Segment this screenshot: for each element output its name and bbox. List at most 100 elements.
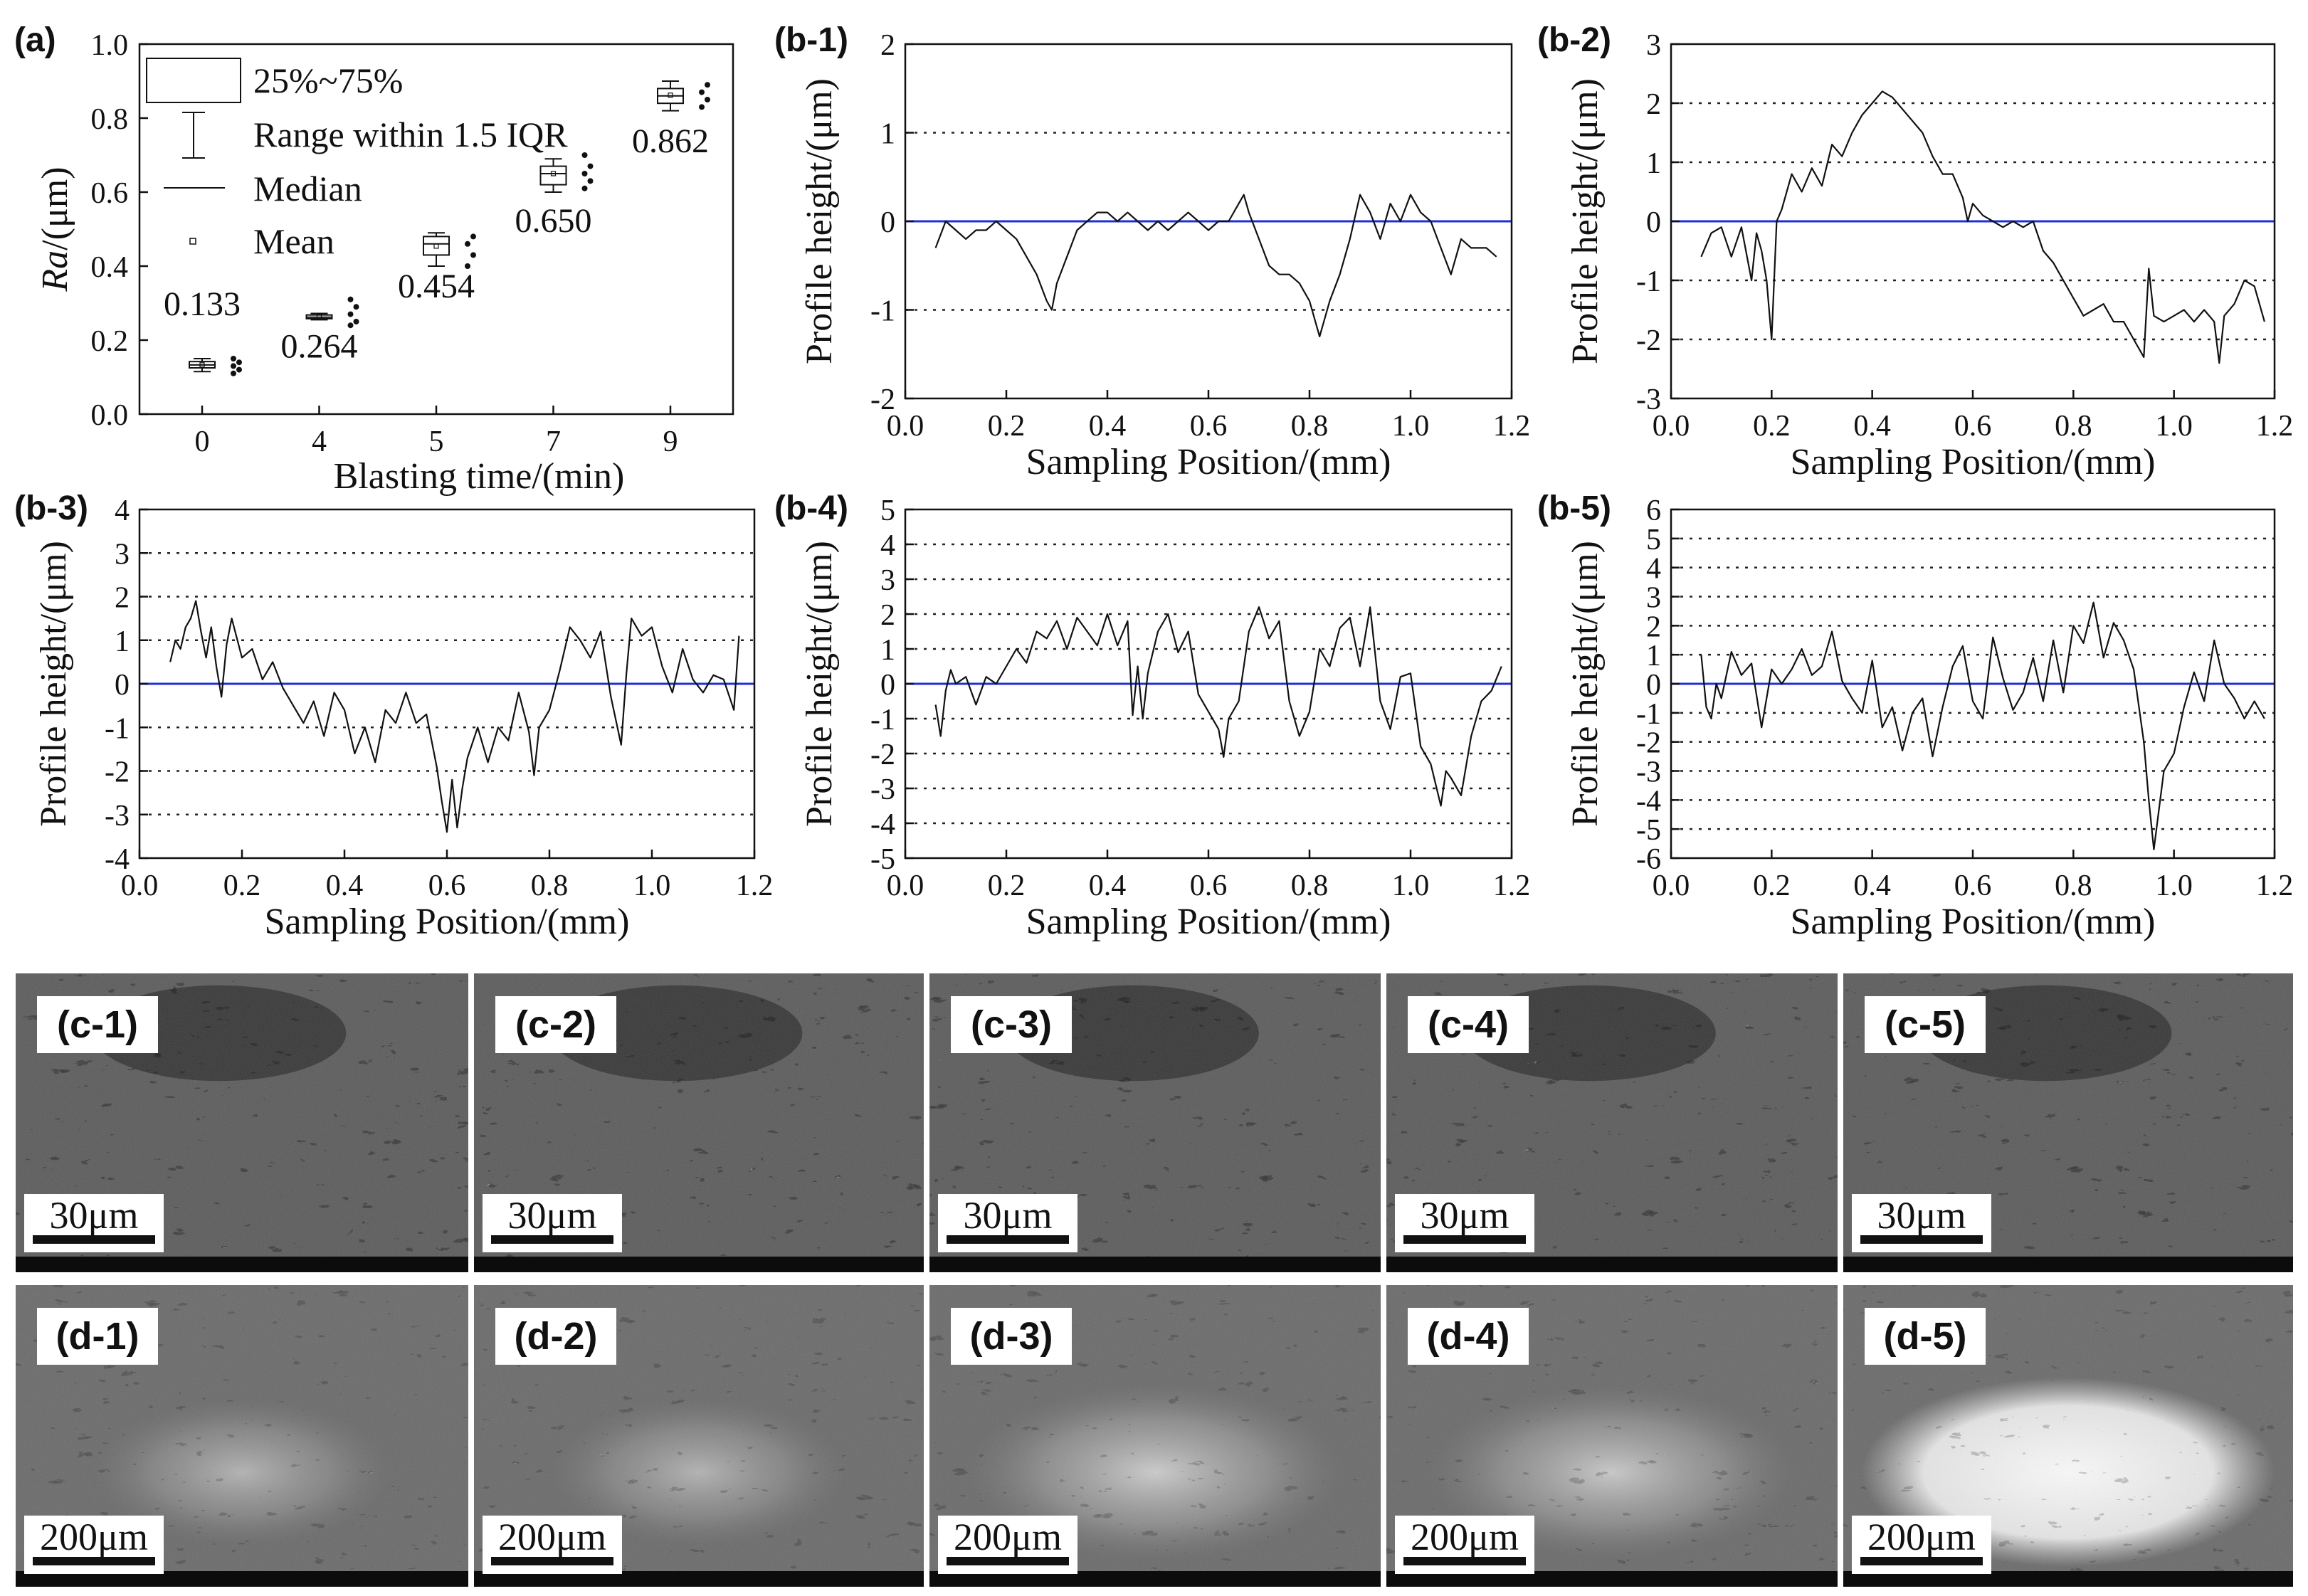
y-tick-label: -3 <box>105 800 130 833</box>
sem-label: (d-1) <box>56 1315 139 1358</box>
panel-b4: (b-4) 0.0 0.2 0.4 0.6 0.8 1.0 1.2 -5-4-3-2-10123… <box>774 490 1530 942</box>
profile-line <box>1700 601 2265 850</box>
x-tick-label: 0.2 <box>223 870 261 902</box>
panel-label-b4: (b-4) <box>774 490 848 527</box>
y-tick-label: 2 <box>880 599 895 632</box>
mean-marker <box>433 243 439 249</box>
sem-label: (c-3) <box>971 1003 1052 1046</box>
x-tick-label: 0.2 <box>1753 410 1791 443</box>
data-point <box>705 97 710 102</box>
y-tick-label: 5 <box>1646 524 1661 556</box>
sem-label-box <box>37 1308 158 1365</box>
y-tick-label: 0.0 <box>91 399 129 432</box>
y-axis-title: Profile height/(μm) <box>1565 541 1606 827</box>
x-tick-label: 0.8 <box>2055 870 2092 902</box>
x-tick-label: 0.2 <box>988 410 1026 443</box>
scale-bar <box>33 1557 155 1565</box>
x-tick-label: 1.0 <box>633 870 671 902</box>
y-tick-label: -3 <box>1636 384 1661 416</box>
y-axis-title: Ra/(μm) <box>35 167 75 292</box>
scale-bar <box>1403 1235 1526 1244</box>
data-point <box>347 296 354 302</box>
x-tick-label: 0.8 <box>1291 410 1329 443</box>
scale-bar-text: 30μm <box>1877 1194 1966 1237</box>
x-tick-label: 0.8 <box>531 870 569 902</box>
y-tick-label: -1 <box>870 704 895 736</box>
sem-info-bar <box>1386 1257 1838 1272</box>
sem-label-box <box>495 996 616 1053</box>
box <box>423 236 450 256</box>
x-tick-label: 0.6 <box>1190 410 1228 443</box>
sem-info-bar <box>16 1257 468 1272</box>
mean-value-label: 0.454 <box>398 268 475 305</box>
mean-value-label: 0.862 <box>632 122 709 160</box>
data-point <box>347 311 354 317</box>
sem-image-d-4: (d-4) 200μm <box>1386 1285 1838 1587</box>
y-tick-label: -6 <box>1636 843 1661 876</box>
x-tick-label: 1.2 <box>1493 870 1531 902</box>
sem-label-box <box>1865 996 1986 1053</box>
data-point <box>581 185 588 191</box>
sem-image-c-2: (c-2) 30μm <box>474 973 924 1272</box>
sem-label: (c-2) <box>515 1003 596 1046</box>
y-tick-label: 0.2 <box>91 325 129 358</box>
data-point <box>470 233 476 240</box>
data-point <box>236 359 242 366</box>
y-axis-title-italic: Ra <box>35 250 75 292</box>
profile-line <box>1700 90 2265 364</box>
y-tick-label: -2 <box>105 756 130 789</box>
y-tick-label: -1 <box>105 712 130 745</box>
panel-a: (a) 0.0 0.2 0.4 0.6 0.8 1.0 0 4 5 7 9 Blasting time/… <box>14 21 734 497</box>
x-tick-label: 0.4 <box>1089 410 1127 443</box>
legend-box-swatch <box>146 58 241 103</box>
x-tick-label: 1.0 <box>2155 410 2193 443</box>
x-tick-label: 1.0 <box>1392 870 1430 902</box>
panel-b3: (b-3) 0.0 0.2 0.4 0.6 0.8 1.0 1.2 -4 -3 -2 -1 0 1 2 3 4 S… <box>14 490 773 942</box>
legend-mean-swatch <box>189 238 196 245</box>
y-tick-label: 1 <box>115 625 130 658</box>
sem-info-bar <box>474 1571 924 1587</box>
sem-label: (d-4) <box>1427 1315 1510 1358</box>
x-tick-label: 1.0 <box>1392 410 1430 443</box>
x-tick-label: 5 <box>429 426 444 458</box>
data-point <box>699 89 705 95</box>
data-point <box>353 304 359 310</box>
y-tick-label: 5 <box>880 495 895 527</box>
x-tick-label: 1.2 <box>2256 870 2294 902</box>
x-tick-label: 0.0 <box>1653 410 1690 443</box>
sem-label: (d-2) <box>515 1315 598 1358</box>
sem-images-layer: (c-1)30μm(c-2)30μm(c-3)30μm(c-4)30μm(c-5… <box>16 973 2293 1587</box>
y-tick-label: -1 <box>870 295 895 328</box>
sem-image-d-5: (d-5) 200μm <box>1843 1285 2293 1587</box>
sem-image-d-2: (d-2) 200μm <box>474 1285 924 1587</box>
x-axis-title: Blasting time/(min) <box>334 456 625 497</box>
y-axis-title: Profile height/(μm) <box>33 541 74 827</box>
y-axis-title: Profile height/(μm) <box>1565 78 1606 364</box>
x-tick-label: 0.4 <box>1853 410 1891 443</box>
y-tick-label: 4 <box>880 529 895 562</box>
sem-image-d-3: (d-3) 200μm <box>929 1285 1381 1587</box>
x-tick-label: 0.2 <box>988 870 1026 902</box>
y-tick-label: 2 <box>880 29 895 62</box>
x-tick-label: 0.2 <box>1753 870 1791 902</box>
y-axis-title: Profile height/(μm) <box>799 78 840 364</box>
sem-label: (c-5) <box>1885 1003 1966 1046</box>
profile-line <box>169 600 740 833</box>
legend: 25%~75% Range within 1.5 IQR Median Mean <box>146 58 568 261</box>
y-tick-label: -5 <box>1636 814 1661 847</box>
scale-bar <box>33 1235 155 1244</box>
x-tick-label: 0.6 <box>1954 410 1992 443</box>
y-tick-label: 0 <box>880 669 895 702</box>
data-point <box>470 252 476 258</box>
sem-image-c-4: (c-4) 30μm <box>1386 973 1838 1272</box>
data-point <box>353 319 359 324</box>
data-point <box>581 171 588 176</box>
sem-label-box <box>495 1308 616 1365</box>
scale-bar <box>947 1557 1069 1565</box>
x-axis-title: Sampling Position/(mm) <box>1791 902 2156 942</box>
y-tick-label: -2 <box>1636 324 1661 357</box>
profile-line <box>934 606 1502 807</box>
y-tick-label: 4 <box>115 495 130 527</box>
y-tick-label: 0.6 <box>91 177 129 210</box>
panel-label-b1: (b-1) <box>774 21 848 59</box>
